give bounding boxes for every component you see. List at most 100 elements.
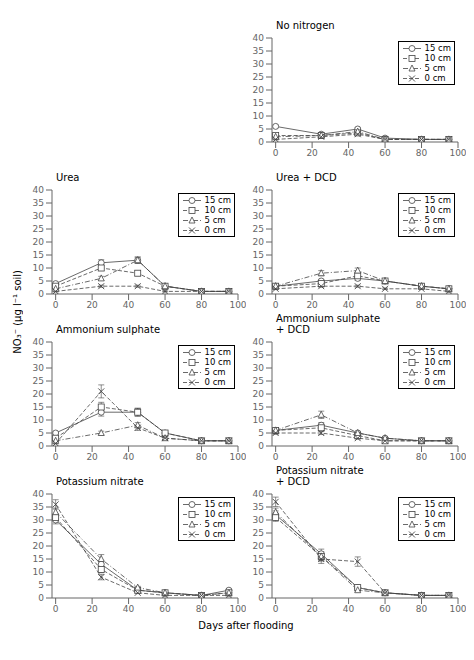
svg-text:40: 40 — [33, 489, 45, 499]
svg-text:0: 0 — [273, 300, 279, 310]
svg-text:20: 20 — [253, 389, 265, 399]
svg-text:0: 0 — [258, 289, 264, 299]
svg-text:40: 40 — [33, 337, 45, 347]
svg-text:20: 20 — [306, 604, 318, 614]
svg-text:35: 35 — [33, 350, 44, 360]
svg-text:80: 80 — [196, 452, 208, 462]
svg-text:10: 10 — [253, 567, 265, 577]
svg-text:60: 60 — [159, 300, 171, 310]
svg-text:100: 100 — [449, 452, 466, 462]
svg-text:0: 0 — [273, 604, 279, 614]
svg-text:15: 15 — [33, 250, 44, 260]
svg-text:0: 0 — [273, 148, 279, 158]
svg-text:5: 5 — [38, 580, 44, 590]
svg-text:40: 40 — [33, 185, 45, 195]
svg-text:0: 0 — [53, 604, 59, 614]
svg-text:20: 20 — [306, 148, 318, 158]
svg-text:15: 15 — [253, 98, 264, 108]
svg-text:20: 20 — [253, 85, 265, 95]
svg-text:35: 35 — [33, 198, 44, 208]
svg-text:20: 20 — [253, 237, 265, 247]
svg-text:40: 40 — [343, 604, 355, 614]
svg-text:40: 40 — [253, 185, 265, 195]
svg-text:20: 20 — [86, 452, 98, 462]
svg-text:100: 100 — [449, 148, 466, 158]
svg-text:10: 10 — [253, 111, 265, 121]
svg-text:35: 35 — [253, 350, 264, 360]
svg-text:40: 40 — [253, 489, 265, 499]
svg-text:0: 0 — [258, 137, 264, 147]
svg-text:60: 60 — [379, 604, 391, 614]
svg-text:100: 100 — [229, 452, 246, 462]
svg-text:60: 60 — [379, 148, 391, 158]
svg-text:20: 20 — [33, 237, 45, 247]
svg-text:0: 0 — [258, 593, 264, 603]
svg-text:10: 10 — [33, 263, 45, 273]
svg-text:20: 20 — [306, 452, 318, 462]
svg-text:25: 25 — [253, 224, 264, 234]
svg-text:15: 15 — [253, 402, 264, 412]
svg-text:10: 10 — [33, 415, 45, 425]
svg-text:0: 0 — [53, 452, 59, 462]
svg-text:40: 40 — [343, 300, 355, 310]
svg-text:0: 0 — [258, 441, 264, 451]
svg-text:40: 40 — [123, 300, 135, 310]
svg-text:5: 5 — [258, 276, 264, 286]
svg-text:25: 25 — [253, 376, 264, 386]
svg-text:15: 15 — [253, 554, 264, 564]
svg-text:30: 30 — [253, 515, 265, 525]
svg-text:25: 25 — [253, 72, 264, 82]
svg-text:20: 20 — [86, 604, 98, 614]
svg-text:40: 40 — [123, 452, 135, 462]
svg-text:20: 20 — [33, 541, 45, 551]
svg-text:40: 40 — [123, 604, 135, 614]
svg-text:35: 35 — [253, 46, 264, 56]
svg-text:0: 0 — [38, 289, 44, 299]
svg-text:15: 15 — [253, 250, 264, 260]
svg-text:40: 40 — [343, 452, 355, 462]
svg-text:5: 5 — [258, 124, 264, 134]
svg-text:100: 100 — [229, 604, 246, 614]
svg-text:30: 30 — [33, 363, 45, 373]
svg-text:100: 100 — [449, 604, 466, 614]
svg-text:60: 60 — [159, 604, 171, 614]
svg-text:0: 0 — [38, 593, 44, 603]
svg-text:80: 80 — [416, 452, 428, 462]
svg-text:80: 80 — [416, 300, 428, 310]
svg-text:100: 100 — [449, 300, 466, 310]
svg-text:40: 40 — [253, 337, 265, 347]
svg-text:60: 60 — [379, 452, 391, 462]
svg-text:0: 0 — [53, 300, 59, 310]
svg-text:40: 40 — [343, 148, 355, 158]
svg-text:30: 30 — [253, 363, 265, 373]
svg-text:80: 80 — [416, 604, 428, 614]
svg-text:25: 25 — [33, 528, 44, 538]
svg-text:25: 25 — [33, 376, 44, 386]
svg-text:20: 20 — [33, 389, 45, 399]
svg-text:5: 5 — [258, 428, 264, 438]
svg-text:10: 10 — [33, 567, 45, 577]
svg-text:60: 60 — [159, 452, 171, 462]
svg-text:20: 20 — [86, 300, 98, 310]
svg-text:5: 5 — [38, 428, 44, 438]
svg-text:30: 30 — [33, 515, 45, 525]
svg-text:30: 30 — [253, 211, 265, 221]
svg-text:25: 25 — [253, 528, 264, 538]
svg-text:80: 80 — [196, 604, 208, 614]
svg-text:10: 10 — [253, 263, 265, 273]
svg-text:35: 35 — [253, 198, 264, 208]
svg-text:25: 25 — [33, 224, 44, 234]
svg-text:15: 15 — [33, 554, 44, 564]
svg-text:5: 5 — [38, 276, 44, 286]
svg-text:20: 20 — [306, 300, 318, 310]
svg-text:30: 30 — [253, 59, 265, 69]
svg-text:35: 35 — [253, 502, 264, 512]
svg-text:35: 35 — [33, 502, 44, 512]
svg-text:10: 10 — [253, 415, 265, 425]
svg-text:20: 20 — [253, 541, 265, 551]
svg-text:40: 40 — [253, 33, 265, 43]
svg-text:0: 0 — [273, 452, 279, 462]
svg-text:80: 80 — [196, 300, 208, 310]
svg-text:30: 30 — [33, 211, 45, 221]
svg-text:5: 5 — [258, 580, 264, 590]
